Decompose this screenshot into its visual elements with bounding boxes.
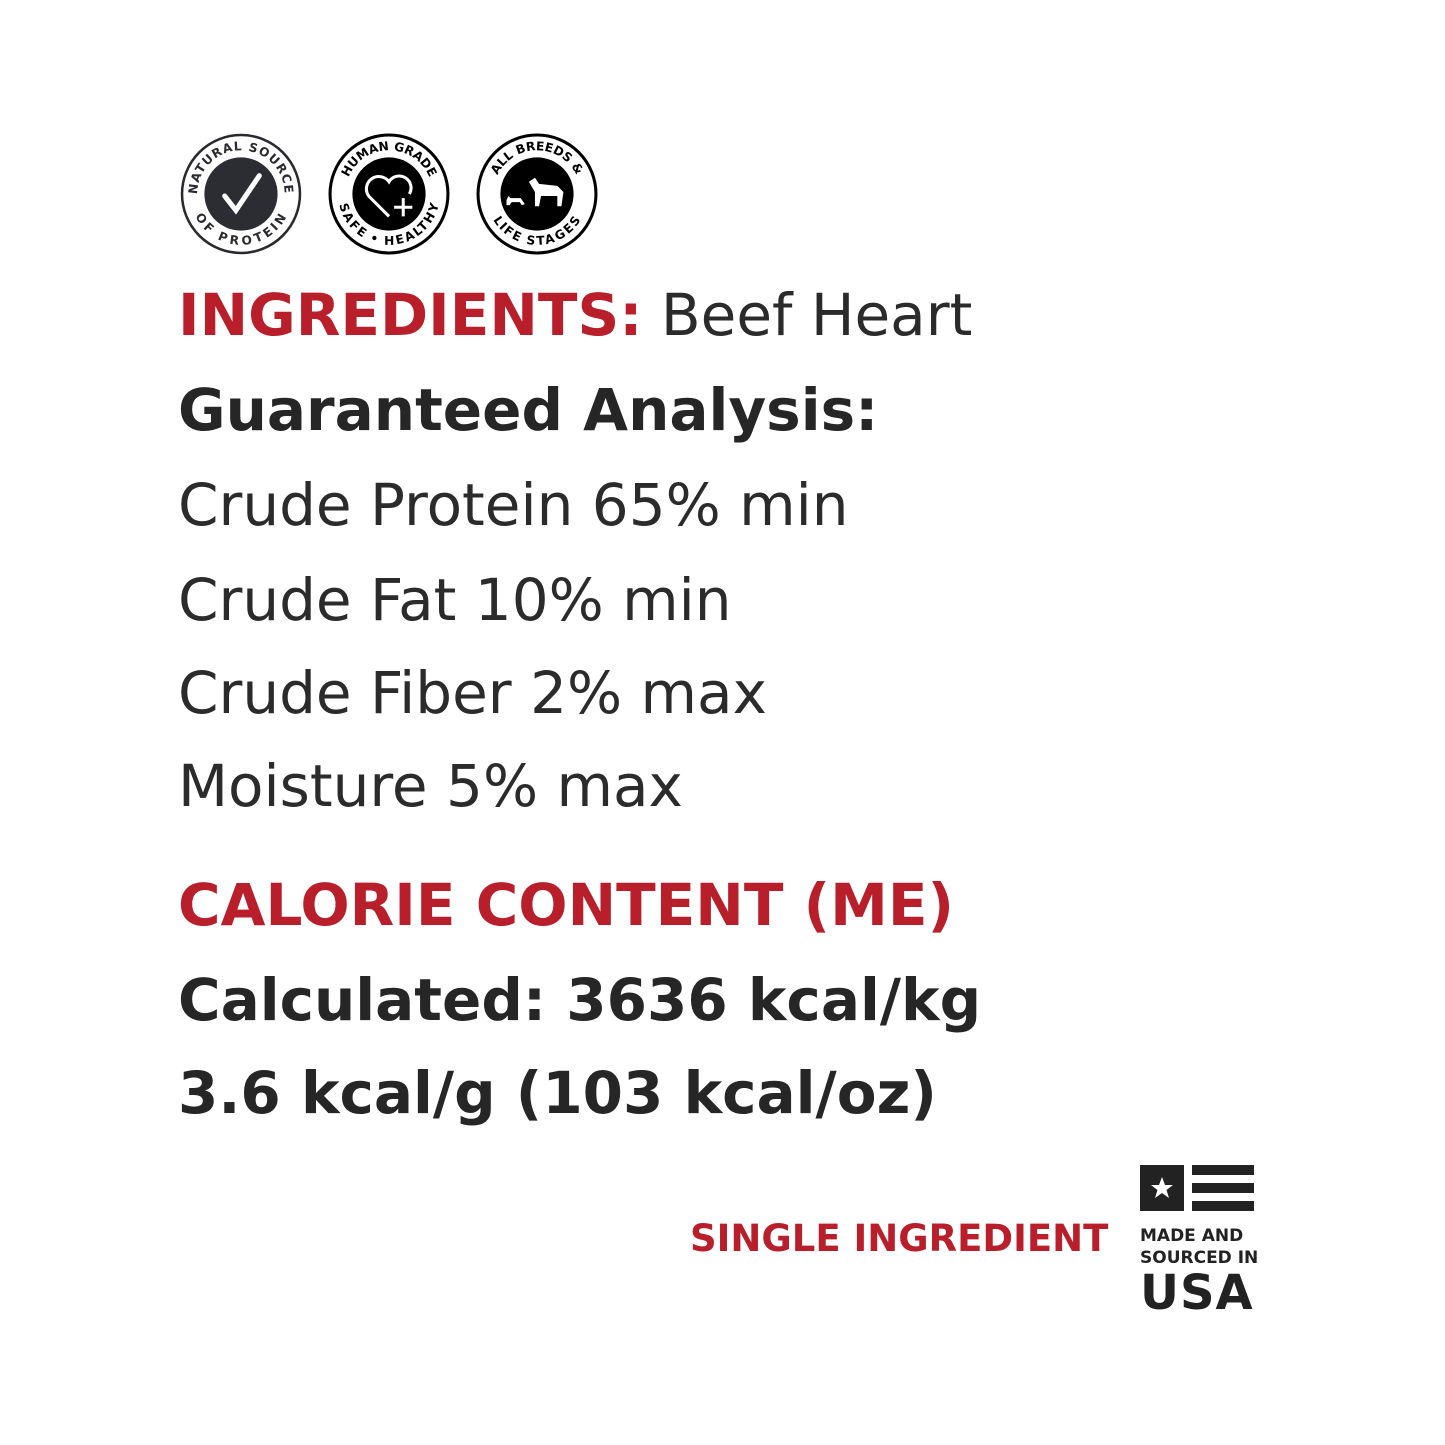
made-in-usa-logo: MADE AND SOURCED IN USA — [1140, 1165, 1259, 1321]
analysis-item: Crude Fat 10% min — [178, 566, 732, 634]
single-ingredient-label: SINGLE INGREDIENT — [690, 1217, 1109, 1260]
analysis-title: Guaranteed Analysis: — [178, 376, 879, 444]
ingredients-line: INGREDIENTS: Beef Heart — [178, 286, 972, 344]
badges: NATURAL SOURCE OF PROTEIN HUMAN GRADE SA… — [180, 133, 598, 255]
analysis-item: Crude Protein 65% min — [178, 471, 849, 539]
human-grade-badge: HUMAN GRADE SAFE • HEALTHY — [328, 133, 450, 255]
analysis-item: Crude Fiber 2% max — [178, 659, 767, 727]
ingredients-value: Beef Heart — [642, 281, 973, 349]
checkmark-icon — [222, 173, 262, 215]
heart-plus-icon — [364, 174, 413, 218]
all-breeds-badge: ALL BREEDS & LIFE STAGES — [476, 133, 598, 255]
usa-line-1: MADE AND — [1140, 1226, 1244, 1246]
usa-big: USA — [1140, 1265, 1254, 1321]
ingredients-label: INGREDIENTS: — [178, 281, 643, 349]
analysis-item: Moisture 5% max — [178, 752, 683, 820]
natural-source-badge: NATURAL SOURCE OF PROTEIN — [180, 133, 302, 255]
calorie-title: CALORIE CONTENT (ME) — [178, 871, 954, 939]
usa-line-2: SOURCED IN — [1140, 1248, 1259, 1268]
calorie-line-1: Calculated: 3636 kcal/kg — [178, 966, 982, 1034]
flag-icon — [1140, 1165, 1254, 1211]
calorie-line-2: 3.6 kcal/g (103 kcal/oz) — [178, 1059, 937, 1127]
